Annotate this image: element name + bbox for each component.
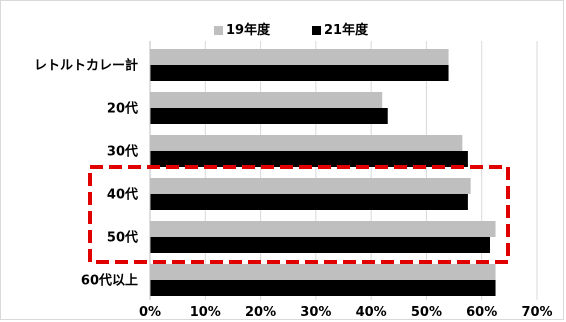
- bar: [150, 221, 496, 237]
- bar: [150, 178, 471, 194]
- bar: [150, 194, 468, 210]
- bar: [150, 280, 496, 296]
- bar: [150, 65, 449, 81]
- bar: [150, 92, 383, 108]
- category-label: 30代: [107, 144, 138, 160]
- x-tick-label: 30%: [300, 305, 331, 320]
- bar: [150, 135, 463, 151]
- bar: [150, 237, 491, 253]
- category-label: レトルトカレー計: [34, 58, 138, 74]
- x-tick-label: 20%: [245, 305, 276, 320]
- x-tick-label: 70%: [521, 305, 552, 320]
- x-tick-label: 0%: [139, 305, 161, 320]
- bar: [150, 49, 449, 65]
- category-label: 60代以上: [81, 273, 138, 289]
- legend-item-21: 21年度: [312, 20, 368, 40]
- bar: [150, 108, 388, 124]
- category-label: 20代: [107, 101, 138, 117]
- legend-swatch-21: [312, 25, 321, 35]
- x-tick-label: 50%: [411, 305, 442, 320]
- category-label: 40代: [107, 187, 138, 203]
- legend-item-19: 19年度: [214, 20, 270, 40]
- bar: [150, 151, 468, 167]
- bar: [150, 264, 496, 280]
- x-tick-label: 40%: [356, 305, 387, 320]
- category-label: 50代: [107, 230, 138, 246]
- x-tick-label: 60%: [466, 305, 497, 320]
- x-tick-label: 10%: [190, 305, 221, 320]
- legend: 19年度 21年度: [0, 20, 566, 40]
- legend-label-21: 21年度: [324, 22, 369, 38]
- highlight-box: [88, 165, 510, 264]
- legend-swatch-19: [214, 25, 223, 35]
- legend-label-19: 19年度: [226, 22, 271, 38]
